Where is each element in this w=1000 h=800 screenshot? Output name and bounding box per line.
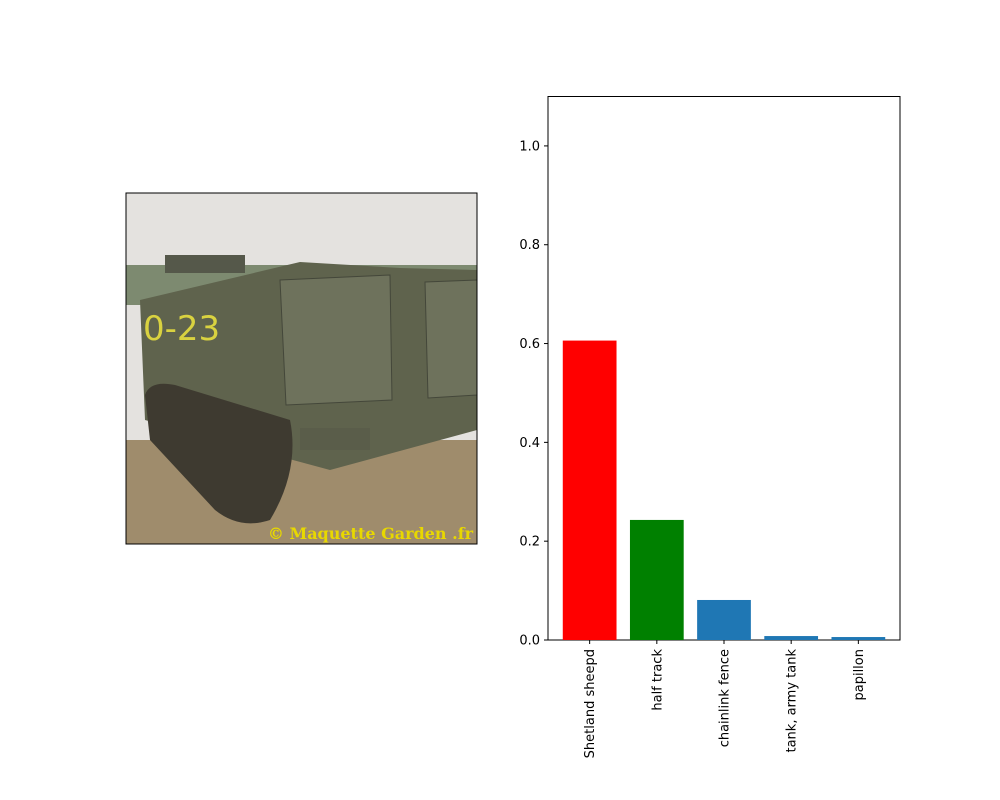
x-tick-label: chainlink fence bbox=[718, 649, 733, 747]
x-tick-label: tank, army tank bbox=[785, 649, 800, 753]
y-tick-label: 1.0 bbox=[519, 139, 540, 154]
bar bbox=[697, 599, 751, 640]
bar bbox=[764, 636, 819, 640]
y-tick-label: 0.2 bbox=[519, 535, 540, 550]
bar bbox=[831, 637, 886, 640]
svg-text:0-23: 0-23 bbox=[143, 309, 220, 349]
x-tick-label: papillon bbox=[852, 649, 867, 701]
y-tick-label: 0.4 bbox=[519, 436, 540, 451]
photo: 0-23 © Maquette Garden .fr bbox=[125, 192, 478, 545]
y-tick-label: 0.6 bbox=[519, 337, 540, 352]
bar bbox=[562, 340, 617, 640]
bar bbox=[629, 519, 684, 640]
y-tick-label: 0.0 bbox=[519, 634, 540, 649]
watermark: © Maquette Garden .fr bbox=[268, 524, 474, 543]
x-tick-label: half track bbox=[650, 649, 665, 711]
y-tick-label: 0.8 bbox=[519, 238, 540, 253]
x-tick-label: Shetland sheepd bbox=[583, 649, 598, 758]
